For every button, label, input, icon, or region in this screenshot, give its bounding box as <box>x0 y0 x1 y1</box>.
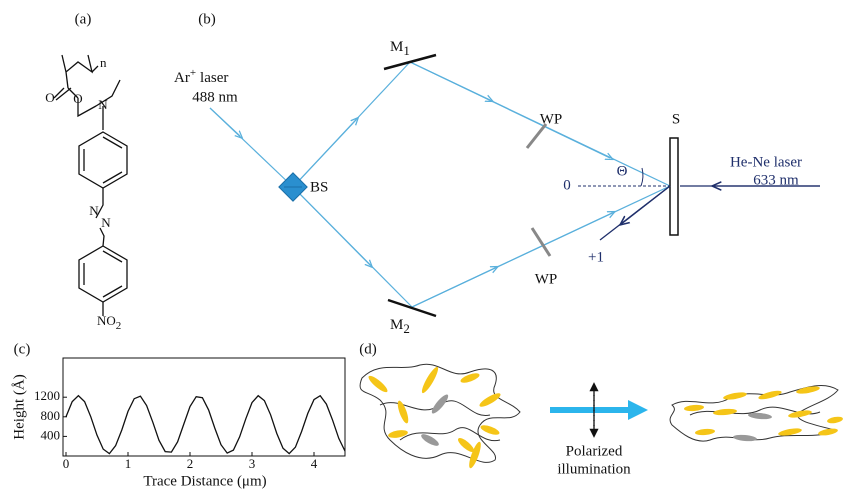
order-label: 0 <box>563 177 571 193</box>
caption: Polarized <box>566 443 623 459</box>
component-label: S <box>672 111 680 127</box>
y-tick-label: 800 <box>41 408 61 423</box>
plot-frame <box>63 358 345 456</box>
y-axis-label: Height (Å) <box>11 374 27 439</box>
atom-label: 2 <box>116 320 122 332</box>
x-tick-label: 4 <box>311 456 318 471</box>
chart: 0 1 2 3 4 400 800 1200 <box>34 358 345 471</box>
atom-label: O <box>45 90 54 105</box>
atom-label: NO <box>97 313 116 328</box>
figure: (a) (b) (c) (d) n O O N N N NO2 <box>0 0 845 493</box>
component-label: 1 <box>403 43 410 58</box>
trace <box>66 396 345 454</box>
x-tick-label: 3 <box>249 456 256 471</box>
panel-label: (d) <box>359 341 377 357</box>
component-label: M <box>390 39 403 55</box>
panel-label: (b) <box>198 11 216 27</box>
laser-label: Ar+ laser <box>174 67 228 87</box>
x-tick-label: 1 <box>125 456 132 471</box>
y-tick-label: 400 <box>41 427 61 442</box>
component-label: BS <box>310 179 328 195</box>
panel-label: (c) <box>14 341 31 357</box>
optical-setup <box>210 55 820 316</box>
laser-label: He-Ne laser <box>730 154 802 170</box>
component-label: M2 <box>390 317 410 336</box>
x-axis-label: Trace Distance (μm) <box>143 473 266 489</box>
wavelength: 488 nm <box>192 89 238 105</box>
wavelength: 633 nm <box>753 172 799 188</box>
component-label: M1 <box>390 39 410 58</box>
x-tick-label: 0 <box>63 456 70 471</box>
atom-label: N <box>101 215 111 230</box>
atom-label: n <box>100 55 107 70</box>
laser-label: laser <box>200 70 228 86</box>
y-tick-label: 1200 <box>34 388 60 403</box>
x-tick-label: 2 <box>187 456 194 471</box>
molecule <box>54 55 127 316</box>
component-label: WP <box>535 271 558 287</box>
component-label: 2 <box>403 321 410 336</box>
angle-label: Θ <box>617 163 628 179</box>
component-label: M <box>390 317 403 333</box>
laser-label: Ar <box>174 70 190 86</box>
laser-label: + <box>190 67 196 79</box>
atom-label: NO2 <box>97 313 121 332</box>
atom-label: N <box>89 203 99 218</box>
component-label: WP <box>540 111 563 127</box>
atom-label: N <box>98 97 108 112</box>
panel-label: (a) <box>75 11 92 27</box>
caption: illumination <box>557 461 631 477</box>
order-label: +1 <box>588 249 604 265</box>
atom-label: O <box>73 91 82 106</box>
